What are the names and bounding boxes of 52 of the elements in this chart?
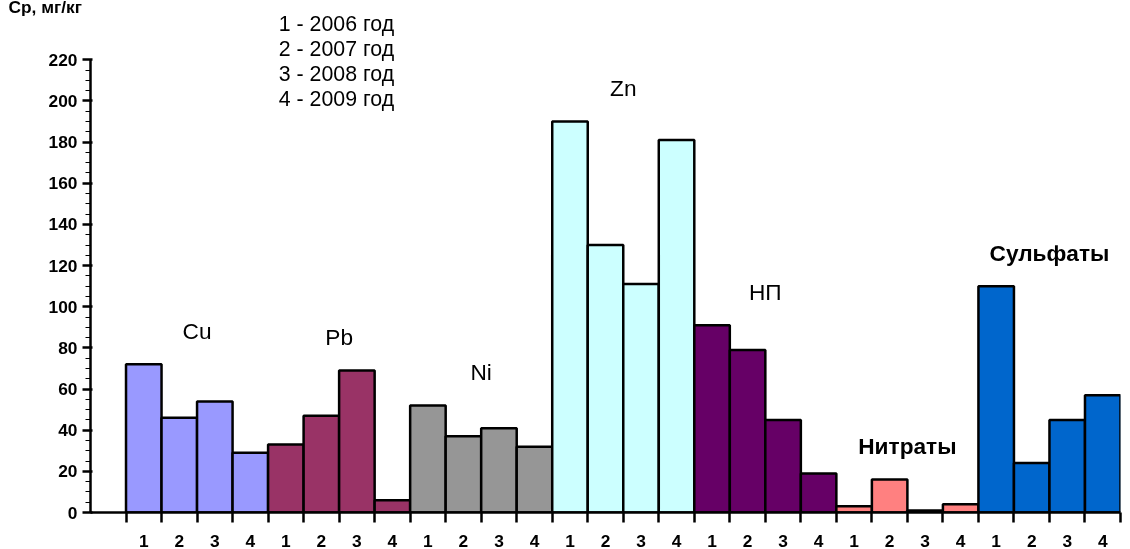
y-tick-label: 80 [58,337,78,358]
y-tick-label: 60 [58,379,78,400]
x-tick-label: 3 [209,530,220,549]
x-tick-label: 4 [1097,530,1108,549]
y-tick-label: 220 [48,49,78,70]
x-tick-label: 3 [778,530,789,549]
series-label: НП [749,278,782,305]
x-tick-label: 4 [955,530,966,549]
text: 1 - 2006 год [278,11,395,36]
x-tick-label: 1 [991,530,1002,549]
x-tick-label: 2 [174,530,185,549]
x-tick-label: 3 [352,530,363,549]
series-label: Zn [610,74,637,101]
x-tick-label: 3 [1062,530,1073,549]
x-tick-label: 3 [920,530,931,549]
series-label: Нитраты [858,433,957,459]
annotation: 2 - 2007 год [278,36,395,61]
y-tick-label: 20 [58,461,78,482]
x-tick-label: 2 [742,530,753,549]
x-tick-label: 1 [138,530,149,549]
series-label: Ni [470,358,492,385]
y-tick-label: 120 [48,255,78,276]
series-label: Сульфаты [989,239,1110,266]
x-tick-label: 1 [565,530,576,549]
y-tick-label: 160 [48,173,78,194]
x-tick-label: 2 [1026,530,1037,549]
x-tick-label: 3 [494,530,505,549]
x-tick-label: 4 [529,530,540,549]
x-tick-label: 1 [423,530,434,549]
x-tick-label: 4 [813,530,824,549]
x-tick-label: 4 [387,530,398,549]
y-tick-label: 100 [48,296,78,317]
x-tick-label: 1 [281,530,292,549]
x-tick-label: 4 [671,530,682,549]
annotation: 4 - 2009 год [278,86,395,111]
x-tick-label: 4 [245,530,256,549]
y-tick-label: 0 [67,502,78,523]
x-tick-label: 1 [707,530,718,549]
series-label: Pb [325,323,353,350]
y-tick-label: 140 [48,214,78,235]
x-tick-label: 1 [849,530,860,549]
y-axis-title: Ср, мг/кг [8,0,82,17]
annotation: 3 - 2008 год [278,61,395,86]
y-tick-label: 200 [48,90,78,111]
x-tick-label: 2 [884,530,895,549]
x-tick-label: 2 [316,530,327,549]
series-label: Cu [182,317,212,344]
x-tick-label: 3 [636,530,647,549]
y-tick-label: 40 [58,420,78,441]
x-tick-label: 2 [600,530,611,549]
y-tick-label: 180 [48,132,78,153]
x-tick-label: 2 [458,530,469,549]
